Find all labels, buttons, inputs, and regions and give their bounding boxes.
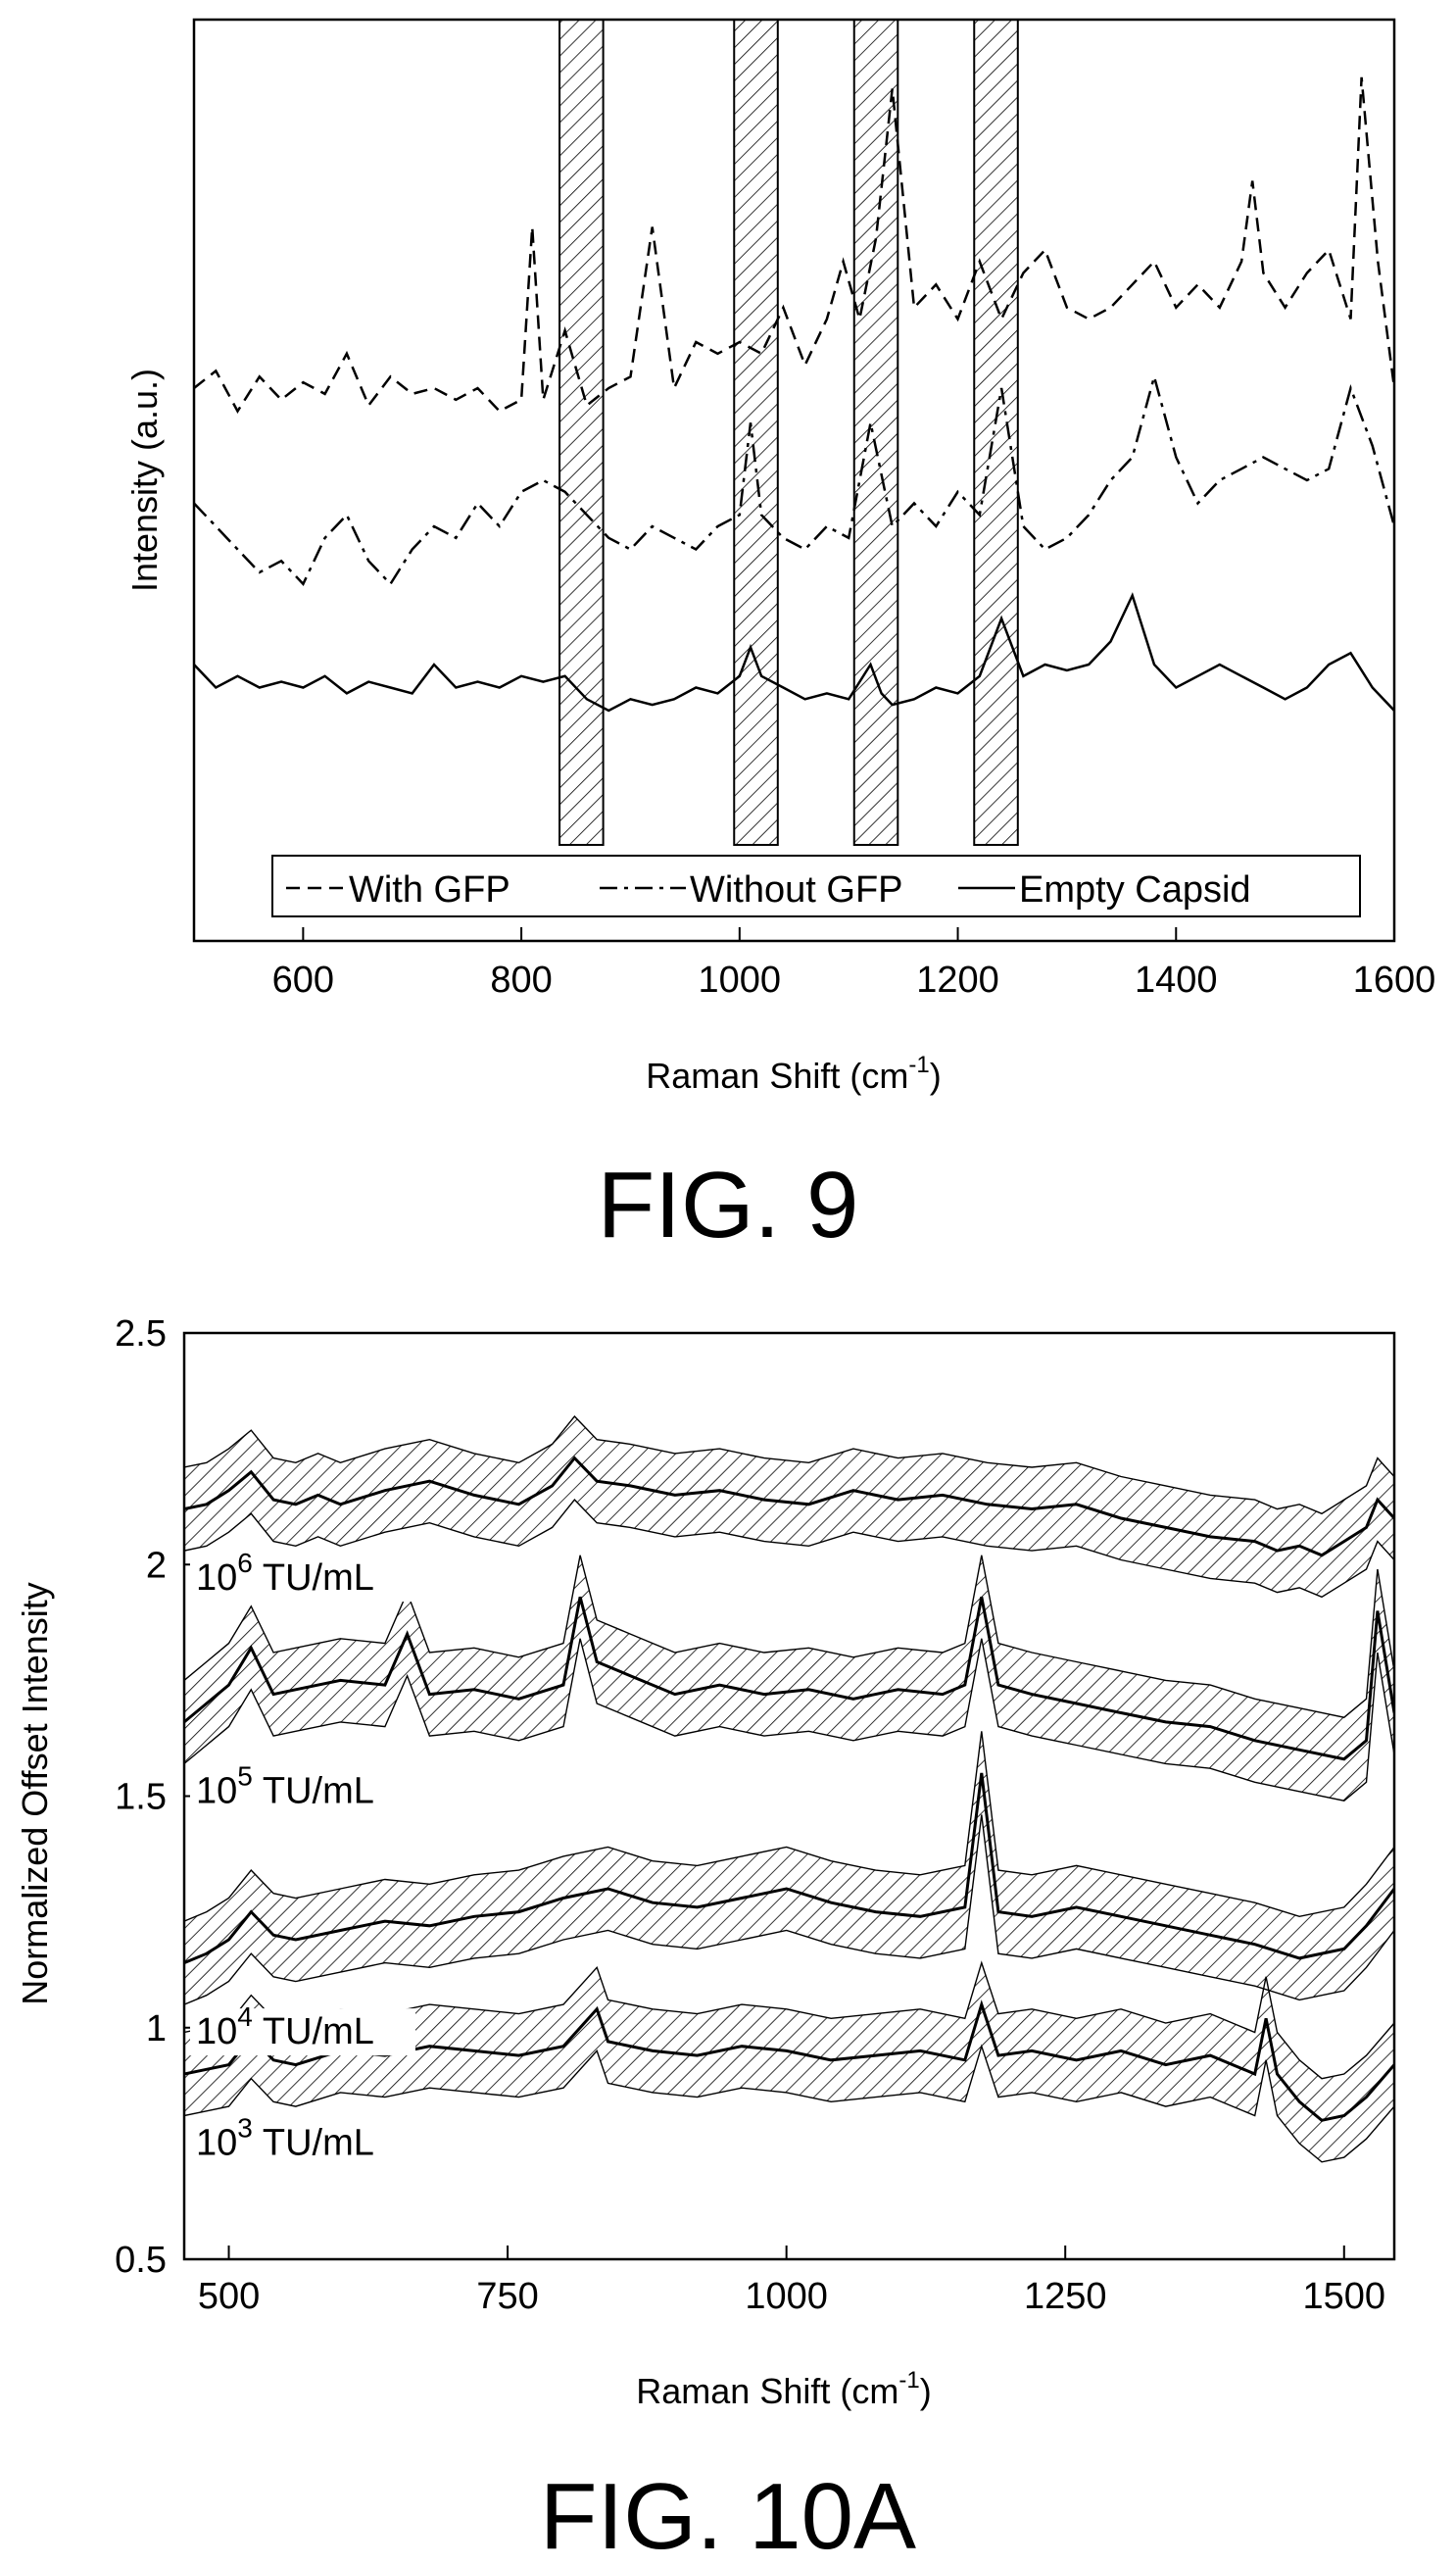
fig9-series-lines	[194, 76, 1394, 713]
fig9-legend-with-gfp: With GFP	[349, 869, 510, 911]
fig10a-x-tick-label-0: 500	[198, 2276, 260, 2317]
fig10a-conc-label-2: 104 TU/mL	[190, 2001, 415, 2056]
fig10a-x-tick-label-2: 1000	[745, 2276, 828, 2317]
fig10a-band-0	[184, 1415, 1394, 1599]
fig9-legend-box	[271, 855, 1361, 917]
fig10a-x-axis-label-close: )	[920, 2371, 932, 2411]
fig9-legend-empty-capsid: Empty Capsid	[1019, 869, 1251, 911]
fig10a-series-line-0	[184, 1456, 1394, 1557]
fig9-y-axis-label: Intensity (a.u.)	[124, 369, 165, 592]
fig10a-conc-label-bg-2	[190, 2008, 415, 2056]
fig10a-x-ticks: 500 750 1000 1250 1500	[198, 2246, 1385, 2317]
fig10a-series-line-1	[184, 1596, 1394, 1761]
fig10a-conc-exp-0: 6	[237, 1548, 253, 1578]
fig10a-conc-label-text-0: 106 TU/mL	[196, 1548, 374, 1599]
fig10a-chart: 500 750 1000 1250 1500 0.511.522.5 106 TU/mL1…	[15, 1313, 1396, 2567]
fig9-x-ticks: 600 800 1000 1200 1400 1600	[272, 927, 1436, 1001]
fig10a-conc-unit-3: TU/mL	[263, 2123, 374, 2164]
fig10a-conc-base-0: 10	[196, 1557, 237, 1599]
fig10a-hatched-bands	[184, 1415, 1394, 2163]
fig10a-conc-label-text-2: 104 TU/mL	[196, 2001, 374, 2052]
fig10a-band-3	[184, 1960, 1394, 2163]
fig10a-conc-exp-2: 4	[237, 2001, 253, 2032]
fig10a-y-tick-label-0: 0.5	[115, 2240, 167, 2281]
fig10a-series-lines	[184, 1456, 1394, 2122]
fig10a-y-ticks: 0.5 1 1.5 2 2.5	[115, 1313, 198, 2281]
fig9-legend: With GFP Without GFP Empty Capsid	[271, 855, 1361, 917]
fig10a-conc-base-1: 10	[196, 1770, 237, 1811]
fig10a-conc-label-bg-1	[190, 1767, 415, 1815]
fig9-series-line-2	[194, 592, 1394, 713]
fig9-legend-without-gfp: Without GFP	[690, 869, 903, 911]
fig9-plot-frame	[192, 18, 1396, 943]
fig10a-x-axis-label: Raman Shift (cm-1)	[636, 2367, 931, 2411]
fig9-figure-label: FIG. 9	[598, 1153, 859, 1258]
fig10a-figure-label: FIG. 10A	[540, 2464, 916, 2567]
fig9-x-tick-label-1: 800	[490, 960, 552, 1001]
fig9-shaded-bands	[558, 20, 1019, 846]
fig9-x-axis-label-close: )	[930, 1056, 942, 1096]
fig10a-x-axis-label-main: Raman Shift (cm	[636, 2371, 898, 2411]
fig9-series-line-1	[194, 371, 1394, 586]
fig10a-conc-label-bg-3	[190, 2119, 415, 2167]
fig10a-conc-unit-2: TU/mL	[263, 2011, 374, 2052]
fig9-x-axis-label: Raman Shift (cm-1)	[646, 1052, 941, 1096]
fig10a-conc-label-bg-0	[190, 1555, 415, 1603]
fig10a-conc-label-3: 103 TU/mL	[190, 2113, 415, 2167]
fig9-x-axis-label-main: Raman Shift (cm	[646, 1056, 908, 1096]
fig9-x-tick-label-0: 600	[272, 960, 334, 1001]
fig10a-conc-unit-1: TU/mL	[263, 1770, 374, 1811]
fig10a-conc-base-2: 10	[196, 2011, 237, 2052]
fig10a-band-2	[184, 1731, 1394, 2005]
fig10a-conc-label-text-3: 103 TU/mL	[196, 2113, 374, 2164]
fig10a-conc-label-0: 106 TU/mL	[190, 1548, 415, 1603]
fig9-x-tick-label-4: 1400	[1135, 960, 1218, 1001]
fig10a-y-tick-label-3: 2	[146, 1545, 167, 1586]
fig10a-y-tick-label-2: 1.5	[115, 1777, 167, 1818]
fig9-band-1	[733, 20, 779, 846]
fig10a-conc-unit-0: TU/mL	[263, 1557, 374, 1599]
fig10a-conc-exp-3: 3	[237, 2113, 253, 2144]
fig10a-band-1	[184, 1555, 1394, 1802]
fig9-series-line-0	[194, 76, 1394, 414]
fig10a-conc-label-1: 105 TU/mL	[190, 1760, 415, 1815]
fig9-band-0	[558, 20, 605, 846]
fig9-band-3	[973, 20, 1019, 846]
fig10a-conc-label-text-1: 105 TU/mL	[196, 1760, 374, 1811]
fig10a-y-tick-label-4: 2.5	[115, 1313, 167, 1355]
fig9-x-tick-label-3: 1200	[916, 960, 999, 1001]
fig9-x-tick-label-5: 1600	[1353, 960, 1436, 1001]
fig10a-conc-base-3: 10	[196, 2123, 237, 2164]
fig10a-y-tick-label-1: 1	[146, 2008, 167, 2049]
fig10a-x-tick-label-3: 1250	[1024, 2276, 1107, 2317]
fig9-chart: 600 800 1000 1200 1400 1600 Intensity (a.u.) …	[124, 18, 1436, 1258]
fig10a-y-axis-label: Normalized Offset Intensity	[15, 1582, 55, 2005]
fig10a-series-line-2	[184, 1772, 1394, 1964]
fig9-x-tick-label-2: 1000	[699, 960, 782, 1001]
fig9-x-axis-label-exp: -1	[908, 1052, 929, 1078]
fig9-band-2	[852, 20, 899, 846]
fig10a-x-tick-label-1: 750	[476, 2276, 538, 2317]
fig10a-x-axis-label-exp: -1	[898, 2367, 919, 2394]
fig10a-x-tick-label-4: 1500	[1303, 2276, 1386, 2317]
fig10a-conc-exp-1: 5	[237, 1760, 253, 1791]
